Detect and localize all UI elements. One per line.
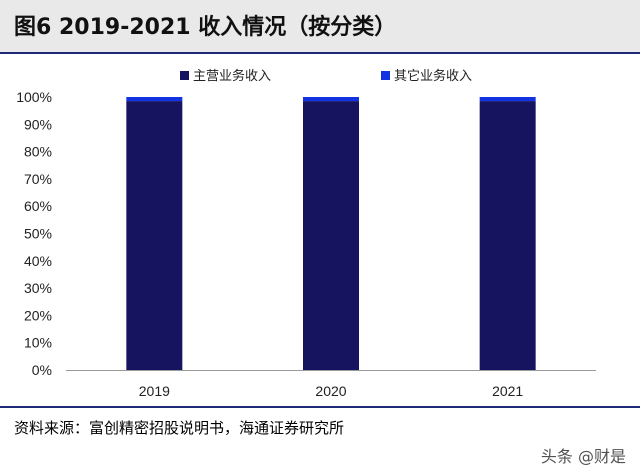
legend-label: 其它业务收入 <box>394 68 472 84</box>
y-tick-label: 20% <box>24 307 52 323</box>
watermark: 头条 @财是 <box>540 447 626 466</box>
legend-swatch <box>180 71 189 80</box>
source-note: 资料来源：富创精密招股说明书，海通证券研究所 <box>14 419 345 437</box>
y-tick-label: 80% <box>24 144 52 160</box>
bar-other-2020 <box>303 97 359 102</box>
bar-main-2021 <box>479 101 536 370</box>
y-tick-label: 100% <box>16 89 52 105</box>
top-rule <box>0 52 640 54</box>
bar-other-2019 <box>126 97 183 102</box>
bottom-rule <box>0 406 640 408</box>
x-tick-label: 2020 <box>315 383 346 399</box>
y-tick-label: 90% <box>24 116 52 132</box>
y-tick-label: 0% <box>32 362 52 378</box>
y-tick-label: 50% <box>24 226 52 242</box>
legend-label: 主营业务收入 <box>193 68 271 84</box>
chart: 0% 10% 20% 30% 40% 50% 60% 70% 80% 90% 100% 2019 202… <box>16 68 596 399</box>
bar-other-2021 <box>479 97 536 102</box>
x-tick-label: 2019 <box>139 383 170 399</box>
y-tick-label: 40% <box>24 253 52 269</box>
y-tick-label: 60% <box>24 198 52 214</box>
y-tick-label: 30% <box>24 280 52 296</box>
bar-main-2019 <box>126 101 183 370</box>
legend-swatch <box>381 71 390 80</box>
x-tick-label: 2021 <box>492 383 523 399</box>
figure-title-bar: 图6 2019-2021 收入情况（按分类） <box>0 0 640 52</box>
y-tick-label: 70% <box>24 171 52 187</box>
y-tick-label: 10% <box>24 335 52 351</box>
figure-title: 图6 2019-2021 收入情况（按分类） <box>14 15 397 40</box>
bar-main-2020 <box>303 101 359 370</box>
